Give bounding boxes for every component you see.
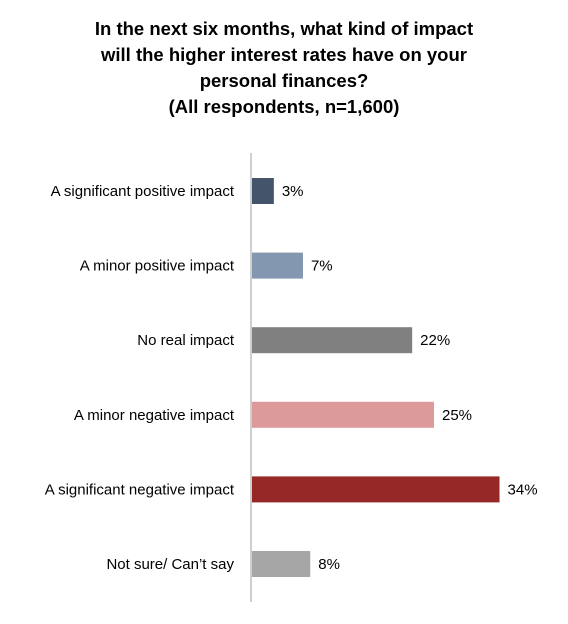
bar bbox=[252, 401, 434, 428]
category-label: A minor positive impact bbox=[80, 258, 235, 275]
bar bbox=[252, 178, 274, 204]
bar-value-label: 25% bbox=[442, 407, 472, 424]
bar bbox=[252, 327, 413, 354]
category-label: No real impact bbox=[137, 332, 235, 349]
category-label: A minor negative impact bbox=[74, 407, 235, 424]
chart-title-line-1: In the next six months, what kind of imp… bbox=[94, 18, 474, 39]
bar-value-label: 22% bbox=[420, 332, 450, 349]
bar bbox=[252, 252, 303, 279]
bar bbox=[252, 476, 500, 503]
category-label: A significant positive impact bbox=[51, 183, 235, 200]
bar bbox=[252, 551, 311, 577]
category-label: A significant negative impact bbox=[45, 481, 235, 498]
chart-title: In the next six months, what kind of imp… bbox=[24, 16, 544, 120]
bar-value-label: 7% bbox=[311, 258, 333, 275]
bar-value-label: 34% bbox=[508, 481, 538, 498]
category-label: Not sure/ Can’t say bbox=[106, 556, 234, 573]
bar-value-label: 8% bbox=[318, 556, 340, 573]
chart-title-line-3: personal finances? bbox=[199, 70, 369, 91]
chart-title-line-2: will the higher interest rates have on y… bbox=[101, 44, 467, 65]
chart-title-line-4: (All respondents, n=1,600) bbox=[168, 96, 400, 117]
bar-value-label: 3% bbox=[282, 183, 304, 200]
